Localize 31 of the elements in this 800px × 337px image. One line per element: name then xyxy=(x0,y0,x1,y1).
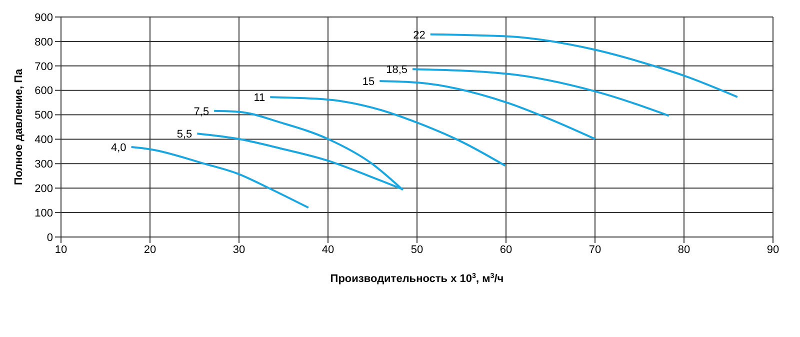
y-tick-label: 400 xyxy=(34,134,53,146)
y-tick-label: 500 xyxy=(34,110,53,122)
series-label: 15 xyxy=(362,76,375,88)
line-series xyxy=(429,33,738,98)
x-tick-label: 30 xyxy=(232,244,246,256)
y-tick-label: 900 xyxy=(34,12,53,24)
series-label: 5,5 xyxy=(176,128,192,141)
line-series xyxy=(269,96,506,167)
x-tick-label: 50 xyxy=(410,244,424,256)
x-tick-label: 80 xyxy=(678,244,690,256)
y-tick-label: 0 xyxy=(46,232,53,244)
series-label: 4,0 xyxy=(111,142,126,154)
x-tick-label: 90 xyxy=(766,244,780,256)
line-series xyxy=(412,68,670,117)
x-tick-label: 10 xyxy=(54,244,68,256)
line-series xyxy=(130,146,310,209)
series-label: 18,5 xyxy=(386,64,408,76)
x-tick-label: 20 xyxy=(144,244,156,256)
y-tick-label: 200 xyxy=(34,183,53,196)
y-tick-label: 600 xyxy=(34,85,53,98)
y-tick-label: 700 xyxy=(34,60,53,73)
x-tick-label: 70 xyxy=(588,244,602,256)
y-axis-title: Полное давление, Па xyxy=(13,68,25,186)
y-tick-label: 300 xyxy=(34,158,53,171)
y-tick-label: 100 xyxy=(34,207,53,220)
y-tick-label: 800 xyxy=(34,36,53,48)
x-tick-label: 40 xyxy=(322,244,334,256)
x-axis-title: Производительность x 10$^{3}$, м$^{3}$/ч xyxy=(330,272,504,285)
series-label: 11 xyxy=(254,92,266,104)
x-tick-label: 60 xyxy=(500,244,512,256)
line-series xyxy=(378,80,596,140)
